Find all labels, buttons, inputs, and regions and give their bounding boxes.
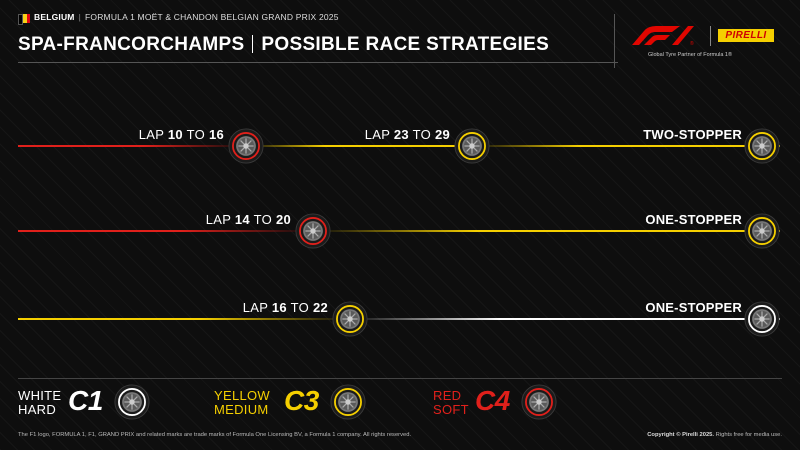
tyre-icon bbox=[114, 384, 150, 420]
legend-divider bbox=[18, 378, 782, 379]
logo-block: ® PIRELLI Global Tyre Partner of Formula… bbox=[630, 24, 780, 64]
tyre-icon bbox=[744, 301, 780, 337]
country-name: BELGIUM bbox=[34, 12, 75, 22]
pit-window-label: LAP 10 TO 16 bbox=[139, 127, 224, 142]
strategy-stint-line bbox=[18, 145, 246, 147]
pit-window-label: LAP 16 TO 22 bbox=[243, 300, 328, 315]
compound-color-name: RED bbox=[433, 388, 462, 403]
pit-stop-tyre bbox=[295, 213, 331, 249]
header-divider bbox=[18, 62, 618, 63]
event-name: FORMULA 1 MOËT & CHANDON BELGIAN GRAND P… bbox=[85, 12, 339, 22]
legend-tyre bbox=[330, 384, 366, 420]
compound-color-name: WHITE bbox=[18, 388, 62, 403]
compound-type-name: HARD bbox=[18, 402, 57, 417]
header-vertical-divider bbox=[614, 14, 615, 68]
belgium-flag-icon bbox=[18, 14, 30, 25]
lap-word: LAP bbox=[138, 127, 168, 142]
pit-stop-tyre bbox=[454, 128, 490, 164]
compound-type-name: SOFT bbox=[433, 402, 469, 417]
tyre-icon bbox=[454, 128, 490, 164]
compound-descriptor: WHITE HARD bbox=[18, 389, 61, 417]
legend-tyre bbox=[114, 384, 150, 420]
compound-color-name: YELLOW bbox=[214, 388, 270, 403]
compound-type-name: MEDIUM bbox=[214, 402, 269, 417]
tyre-icon bbox=[521, 384, 557, 420]
partner-text: Global Tyre Partner of Formula 1® bbox=[648, 52, 733, 58]
page-title: SPA-FRANCORCHAMPS POSSIBLE RACE STRATEGIE… bbox=[18, 34, 549, 56]
lap-word: LAP bbox=[242, 300, 272, 315]
strategy-stint-line bbox=[350, 318, 780, 320]
strategy-stint-line bbox=[18, 230, 313, 232]
lap-from: 14 bbox=[234, 212, 250, 227]
strategy-stint-line bbox=[18, 318, 350, 320]
strategy-stint-line bbox=[472, 145, 780, 147]
strategy-stint-line bbox=[313, 230, 780, 232]
strategy-name: TWO-STOPPER bbox=[643, 127, 742, 142]
strategy-name: ONE-STOPPER bbox=[645, 212, 742, 227]
lap-to: 22 bbox=[312, 300, 328, 315]
tyre-icon bbox=[332, 301, 368, 337]
final-tyre bbox=[744, 128, 780, 164]
legend-tyre bbox=[521, 384, 557, 420]
pit-window-label: LAP 23 TO 29 bbox=[365, 127, 450, 142]
strategy-stint-line bbox=[246, 145, 472, 147]
pit-window-label: LAP 14 TO 20 bbox=[206, 212, 291, 227]
f1-logo-icon: ® bbox=[632, 26, 694, 46]
footer-copyright: Copyright © Pirelli 2025. Rights free fo… bbox=[647, 432, 782, 438]
tyre-icon bbox=[744, 128, 780, 164]
pirelli-logo: PIRELLI bbox=[718, 29, 774, 42]
final-tyre bbox=[744, 213, 780, 249]
final-tyre bbox=[744, 301, 780, 337]
compound-descriptor: YELLOW MEDIUM bbox=[214, 389, 270, 417]
lap-to: 29 bbox=[434, 127, 450, 142]
lap-to: 16 bbox=[208, 127, 224, 142]
compound-code: C4 bbox=[475, 385, 510, 416]
pit-stop-tyre bbox=[228, 128, 264, 164]
to-word: TO bbox=[249, 212, 276, 227]
lap-from: 16 bbox=[271, 300, 287, 315]
tyre-icon bbox=[744, 213, 780, 249]
tyre-icon bbox=[295, 213, 331, 249]
strategies-title: POSSIBLE RACE STRATEGIES bbox=[261, 34, 550, 55]
lap-word: LAP bbox=[205, 212, 235, 227]
circuit-name: SPA-FRANCORCHAMPS bbox=[18, 34, 245, 55]
to-word: TO bbox=[408, 127, 435, 142]
lap-from: 23 bbox=[393, 127, 409, 142]
compound-code: C3 bbox=[284, 385, 319, 416]
to-word: TO bbox=[286, 300, 313, 315]
footer-legal: The F1 logo, FORMULA 1, F1, GRAND PRIX a… bbox=[18, 432, 412, 438]
compound-code: C1 bbox=[68, 385, 103, 416]
event-line: BELGIUM | FORMULA 1 MOËT & CHANDON BELGIAN… bbox=[34, 12, 339, 22]
lap-from: 10 bbox=[167, 127, 183, 142]
to-word: TO bbox=[182, 127, 209, 142]
lap-word: LAP bbox=[364, 127, 394, 142]
svg-text:®: ® bbox=[690, 40, 694, 46]
lap-to: 20 bbox=[275, 212, 291, 227]
tyre-icon bbox=[330, 384, 366, 420]
compound-descriptor: RED SOFT bbox=[433, 389, 469, 417]
strategy-name: ONE-STOPPER bbox=[645, 300, 742, 315]
pit-stop-tyre bbox=[332, 301, 368, 337]
tyre-icon bbox=[228, 128, 264, 164]
